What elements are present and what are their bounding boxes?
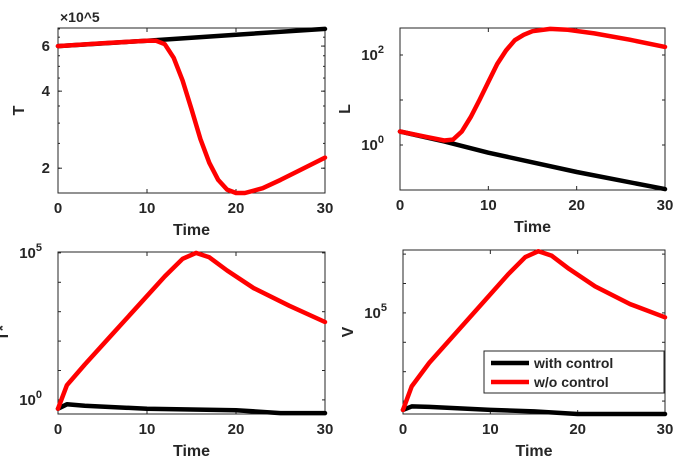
y-axis-label: V: [340, 326, 357, 337]
y-tick-label: 4: [42, 83, 51, 100]
y-tick-label: 105: [19, 242, 42, 262]
legend-label: with control: [533, 355, 613, 371]
y-tick-label: 105: [364, 302, 387, 322]
x-tick-label: 30: [657, 197, 674, 214]
x-tick-label: 10: [482, 421, 499, 438]
y-axis-label: T: [11, 105, 28, 115]
x-tick-label: 20: [568, 197, 585, 214]
y-tick-exponent: 5: [381, 302, 387, 314]
x-tick-label: 10: [139, 421, 156, 438]
y-axis-label: T*: [0, 324, 12, 341]
series-line-w-o-control: [55, 250, 328, 411]
subplot-t-star: 0 10 20 30 100 105 Time T*: [0, 242, 333, 460]
y-tick-label: 100: [361, 134, 384, 154]
y-tick-label: 100: [19, 389, 42, 409]
x-axis-label: Time: [173, 222, 210, 239]
y-tick-exponent: 2: [378, 44, 384, 56]
axes-box: [57, 251, 326, 415]
x-axis-label: Time: [515, 443, 552, 460]
series-line-with-control: [55, 402, 328, 416]
x-tick-label: 20: [228, 421, 245, 438]
y-tick-label: 6: [42, 38, 50, 55]
x-tick-label: 30: [317, 200, 334, 217]
x-tick-label: 20: [228, 200, 245, 217]
axis-multiplier: ×10^5: [60, 9, 100, 25]
x-axis-label: Time: [514, 219, 551, 236]
x-tick-label: 10: [480, 197, 497, 214]
x-tick-label: 0: [54, 200, 62, 217]
subplot-t: 0 10 20 30 2 4 6 ×10^5 Time T: [11, 9, 333, 239]
x-tick-label: 30: [657, 421, 674, 438]
axes-box: [399, 27, 666, 191]
x-axis-label: Time: [173, 443, 210, 460]
legend-box: [483, 350, 665, 394]
y-tick-exponent: 5: [36, 242, 42, 254]
series-line-w-o-control: [400, 248, 668, 413]
x-tick-label: 0: [399, 421, 407, 438]
y-tick-exponent: 0: [36, 389, 42, 401]
x-tick-label: 10: [139, 200, 156, 217]
y-axis-label: L: [337, 104, 354, 114]
series-line-w-o-control: [55, 38, 328, 196]
y-tick-exponent: 0: [378, 134, 384, 146]
x-tick-label: 20: [569, 421, 586, 438]
x-tick-label: 30: [317, 421, 334, 438]
y-tick-label: 102: [361, 44, 384, 64]
legend: with control w/o control: [483, 350, 665, 394]
y-tick-label: 2: [42, 160, 50, 177]
x-tick-label: 0: [396, 197, 404, 214]
x-tick-label: 0: [54, 421, 62, 438]
legend-label: w/o control: [533, 374, 609, 390]
series-line-with-control: [400, 404, 668, 417]
series-line-w-o-control: [397, 26, 668, 143]
